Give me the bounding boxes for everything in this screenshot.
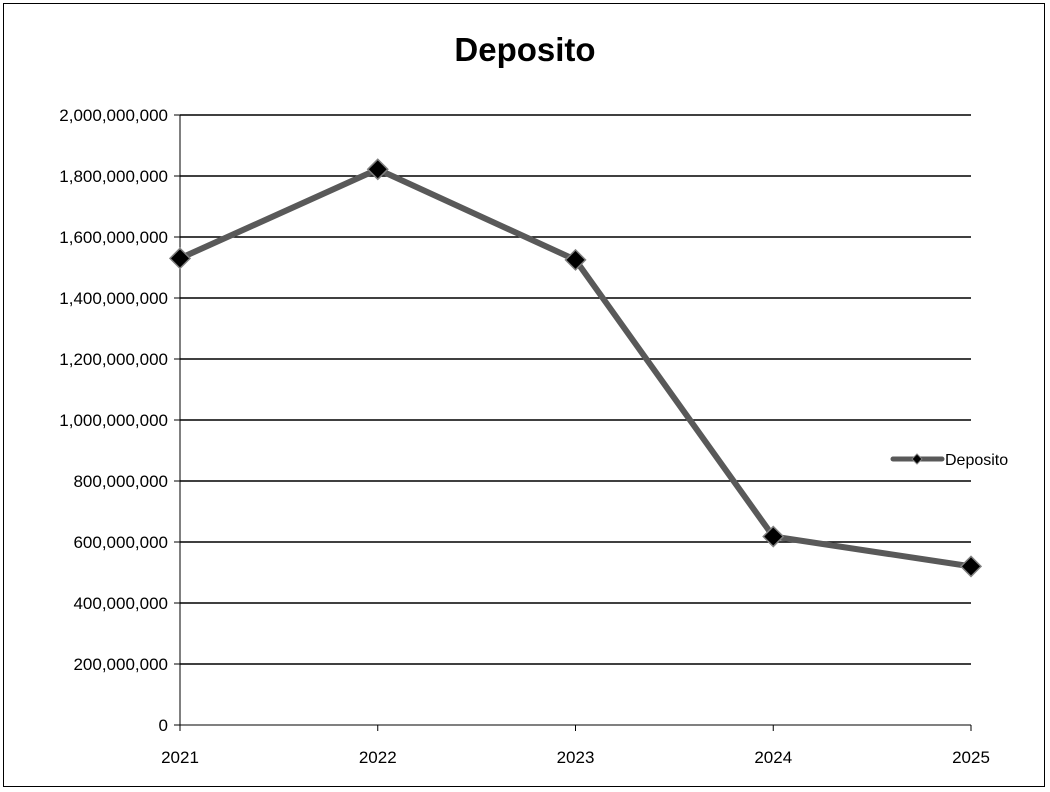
y-tick-label: 1,400,000,000 — [59, 289, 168, 308]
x-tick-label: 2024 — [754, 748, 792, 767]
y-tick-label: 1,600,000,000 — [59, 228, 168, 247]
series-layer — [170, 159, 981, 576]
y-tick-labels: 0 200,000,000 400,000,000 600,000,000 800,00… — [59, 106, 168, 735]
y-tick-label: 800,000,000 — [73, 472, 168, 491]
x-tick-label: 2022 — [359, 748, 397, 767]
y-tick-label: 200,000,000 — [73, 655, 168, 674]
legend-swatch-marker — [912, 454, 922, 464]
y-tick-label: 1,000,000,000 — [59, 411, 168, 430]
y-tick-label: 2,000,000,000 — [59, 106, 168, 125]
x-tick-label: 2023 — [557, 748, 595, 767]
y-tick-label: 600,000,000 — [73, 533, 168, 552]
y-tick-label: 1,800,000,000 — [59, 167, 168, 186]
y-tick-label: 1,200,000,000 — [59, 350, 168, 369]
data-point-marker — [961, 556, 981, 576]
legend-label: Deposito — [945, 452, 1008, 469]
y-tick-label: 0 — [159, 716, 168, 735]
x-tick-label: 2021 — [161, 748, 199, 767]
x-tick-label: 2025 — [952, 748, 990, 767]
grid-lines — [180, 115, 971, 664]
series-line — [180, 169, 971, 566]
legend: Deposito — [893, 452, 1008, 469]
chart-title: Deposito — [454, 31, 595, 68]
x-tick-labels: 2021 2022 2023 2024 2025 — [161, 748, 990, 767]
y-tick-label: 400,000,000 — [73, 594, 168, 613]
data-point-marker — [170, 248, 190, 268]
